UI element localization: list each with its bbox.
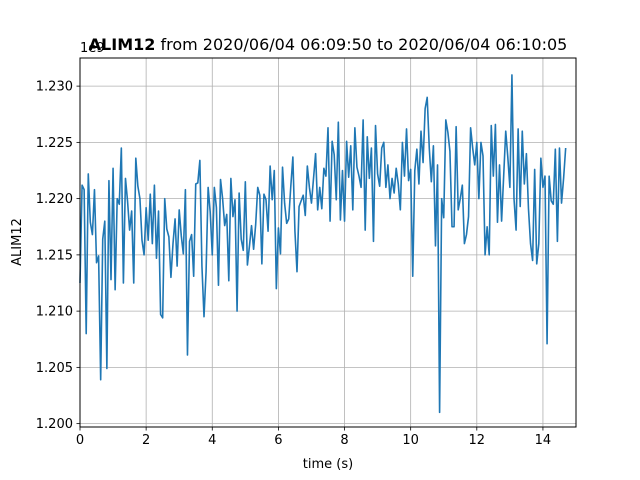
x-tick-label: 4 xyxy=(208,433,216,448)
x-tick-label: 14 xyxy=(535,433,552,448)
x-tick-label: 6 xyxy=(274,433,282,448)
y-tick-label: 1.220 xyxy=(36,192,73,207)
y-offset-text: 1e9 xyxy=(80,41,105,56)
x-tick-label: 2 xyxy=(142,433,150,448)
y-tick-label: 1.230 xyxy=(36,80,73,95)
axes-frame xyxy=(79,57,577,428)
y-tick-label: 1.225 xyxy=(36,136,73,151)
x-axis-label: time (s) xyxy=(303,457,353,472)
x-tick-label: 8 xyxy=(340,433,348,448)
x-tick-label: 0 xyxy=(76,433,84,448)
x-tick-label: 10 xyxy=(402,433,419,448)
x-axis: 0 2 4 6 8 10 12 14 xyxy=(76,427,551,448)
y-tick-label: 1.200 xyxy=(36,417,73,432)
chart-title-rest: from 2020/06/04 06:09:50 to 2020/06/04 0… xyxy=(155,35,567,54)
y-tick-label: 1.215 xyxy=(36,248,73,263)
x-tick-label: 12 xyxy=(469,433,486,448)
y-tick-label: 1.210 xyxy=(36,305,73,320)
chart-title: ALIM12 from 2020/06/04 06:09:50 to 2020/… xyxy=(89,35,568,54)
y-axis-label: ALIM12 xyxy=(10,218,25,266)
series-line xyxy=(79,74,567,414)
plot-area xyxy=(79,74,567,414)
y-axis: 1.200 1.205 1.210 1.215 1.220 1.225 1.230 xyxy=(36,80,80,432)
y-tick-label: 1.205 xyxy=(36,361,73,376)
chart-title-bold: ALIM12 xyxy=(89,35,156,54)
